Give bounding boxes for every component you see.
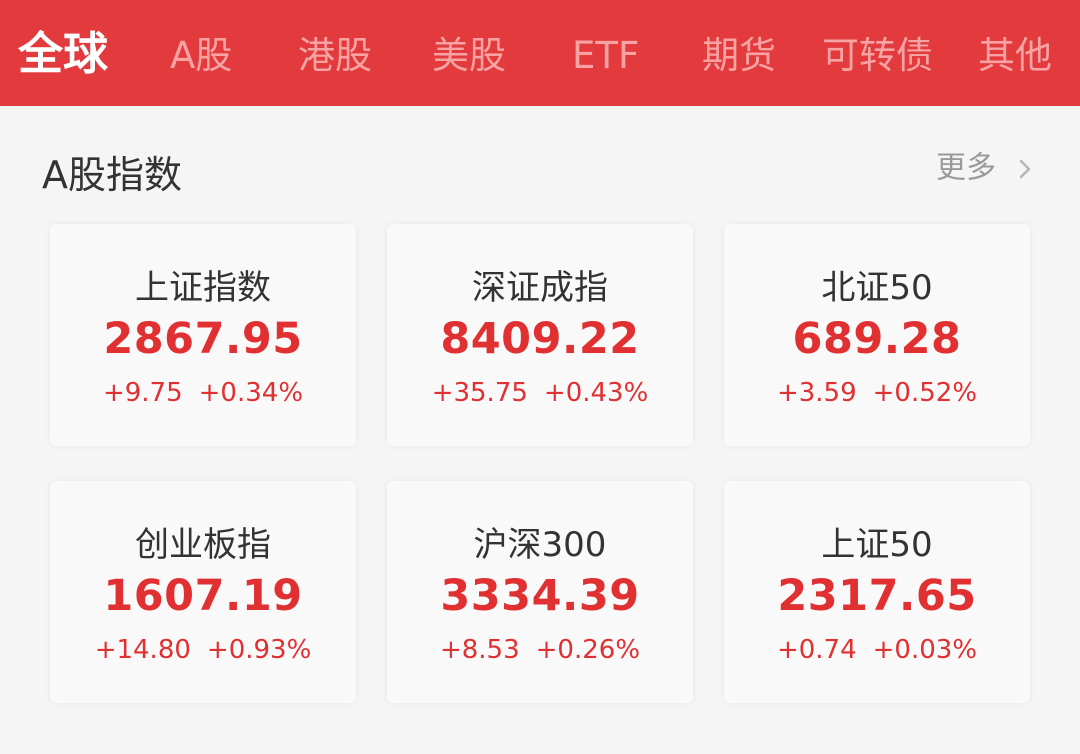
index-change-row: +3.59 +0.52%: [724, 378, 1030, 408]
index-name: 创业板指: [135, 525, 271, 565]
index-value: 1607.19: [103, 571, 303, 621]
index-change-pct: +0.43%: [543, 378, 649, 408]
index-change-pct: +0.93%: [206, 635, 312, 665]
index-card-szse-component[interactable]: 深证成指 8409.22 +35.75 +0.43%: [387, 224, 693, 446]
tab-others[interactable]: 其他: [978, 34, 1052, 77]
index-change-row: +35.75 +0.43%: [387, 378, 693, 408]
index-name: 北证50: [821, 268, 933, 308]
index-change: +0.74: [776, 635, 857, 665]
index-value: 8409.22: [440, 314, 640, 364]
index-name: 上证指数: [135, 268, 271, 308]
index-card-bse-50[interactable]: 北证50 689.28 +3.59 +0.52%: [724, 224, 1030, 446]
index-change-row: +0.74 +0.03%: [724, 635, 1030, 665]
tab-hk-stocks[interactable]: 港股: [298, 34, 372, 77]
index-change: +35.75: [431, 378, 528, 408]
index-change: +9.75: [102, 378, 183, 408]
index-change-row: +8.53 +0.26%: [387, 635, 693, 665]
index-change-pct: +0.26%: [535, 635, 641, 665]
tab-etf[interactable]: ETF: [572, 34, 640, 77]
index-card-sse-50[interactable]: 上证50 2317.65 +0.74 +0.03%: [724, 481, 1030, 703]
tab-a-shares[interactable]: A股: [170, 34, 233, 77]
index-card-sse-composite[interactable]: 上证指数 2867.95 +9.75 +0.34%: [50, 224, 356, 446]
more-button[interactable]: 更多: [936, 148, 1032, 188]
tab-global[interactable]: 全球: [18, 27, 109, 80]
market-tab-bar: 全球 A股 港股 美股 ETF 期货 可转债 其他: [0, 0, 1080, 106]
index-value: 2317.65: [777, 571, 977, 621]
a-share-index-section: A股指数 更多 上证指数 2867.95 +9.75 +0.34% 深证成指 84…: [0, 106, 1080, 754]
index-change-row: +9.75 +0.34%: [50, 378, 356, 408]
index-name: 上证50: [821, 525, 933, 565]
index-change-row: +14.80 +0.93%: [50, 635, 356, 665]
section-title: A股指数: [42, 153, 182, 197]
index-value: 2867.95: [103, 314, 303, 364]
index-name: 深证成指: [472, 268, 608, 308]
index-change: +8.53: [439, 635, 520, 665]
index-value: 3334.39: [440, 571, 640, 621]
tab-futures[interactable]: 期货: [702, 34, 776, 77]
index-value: 689.28: [792, 314, 962, 364]
chevron-right-icon: [1019, 159, 1031, 178]
tab-us-stocks[interactable]: 美股: [432, 34, 506, 77]
index-card-csi-300[interactable]: 沪深300 3334.39 +8.53 +0.26%: [387, 481, 693, 703]
index-change: +14.80: [94, 635, 191, 665]
index-change-pct: +0.52%: [872, 378, 978, 408]
index-name: 沪深300: [473, 525, 607, 565]
more-label: 更多: [936, 150, 996, 186]
index-change-pct: +0.34%: [198, 378, 304, 408]
index-change-pct: +0.03%: [872, 635, 978, 665]
index-card-chinext[interactable]: 创业板指 1607.19 +14.80 +0.93%: [50, 481, 356, 703]
index-change: +3.59: [776, 378, 857, 408]
tab-convertible-bonds[interactable]: 可转债: [822, 34, 933, 77]
